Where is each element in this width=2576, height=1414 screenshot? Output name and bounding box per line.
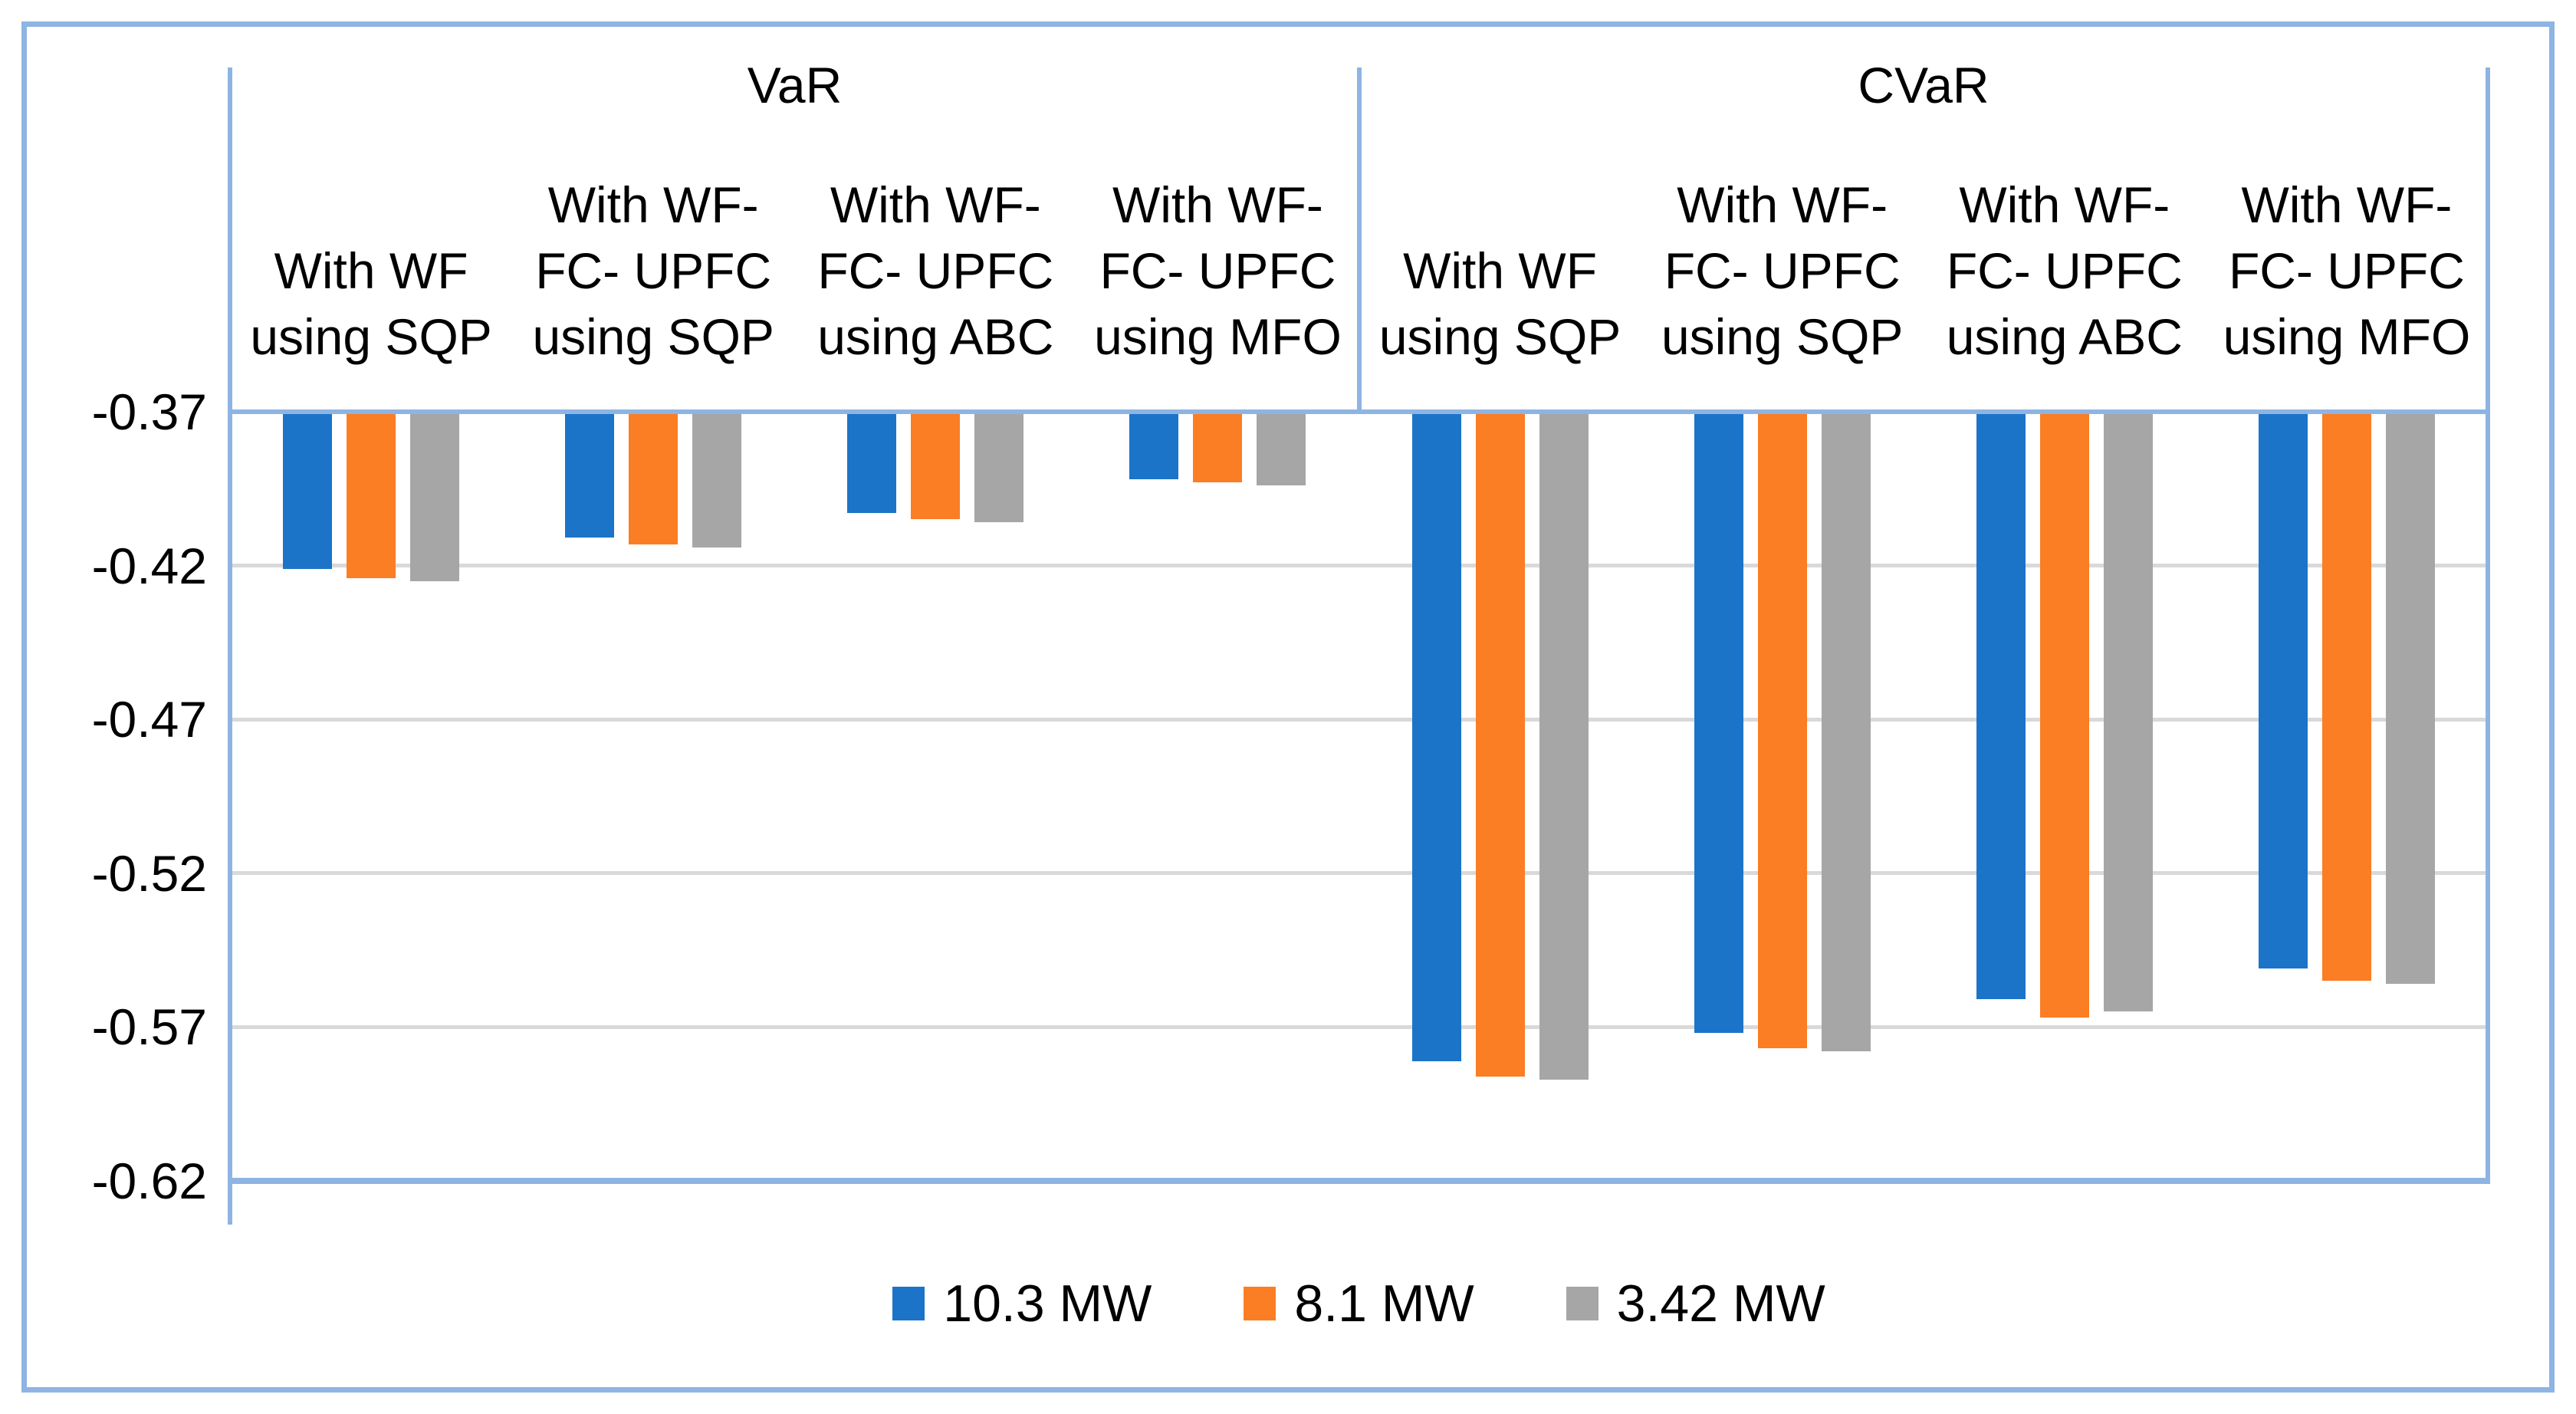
bar-3-42-mw-cat1 xyxy=(410,412,460,581)
category-label-line: using MFO xyxy=(1094,308,1342,365)
legend-label: 3.42 MW xyxy=(1616,1274,1825,1333)
legend-item: 8.1 MW xyxy=(1244,1267,1474,1340)
plot-right-line xyxy=(2486,67,2490,1184)
legend-item: 3.42 MW xyxy=(1566,1267,1825,1340)
category-label: With WF- FC- UPFC using MFO xyxy=(1076,67,1359,412)
legend-label: 8.1 MW xyxy=(1294,1274,1474,1333)
bar-10-3-mw-cat3 xyxy=(847,412,897,514)
category-label-line: FC- UPFC xyxy=(2228,242,2465,299)
category-label-line: FC- UPFC xyxy=(1099,242,1336,299)
bar-3-42-mw-cat8 xyxy=(2385,412,2435,985)
baseline-axis xyxy=(230,409,2488,414)
category-label-line: using SQP xyxy=(250,308,492,365)
bar-10-3-mw-cat7 xyxy=(1976,412,2026,1000)
category-label-line: using ABC xyxy=(817,308,1054,365)
bar-3-42-mw-cat6 xyxy=(1821,412,1871,1052)
category-label-line: With WF- xyxy=(547,176,759,233)
bar-10-3-mw-cat1 xyxy=(283,412,333,569)
category-label: With WF using SQP xyxy=(1359,67,1641,412)
y-axis-line xyxy=(228,67,232,1225)
bar-8-1-mw-cat8 xyxy=(2321,412,2371,982)
category-label: With WF- FC- UPFC using ABC xyxy=(794,67,1076,412)
group-header-cvar: CVaR xyxy=(1858,57,1990,113)
category-label-line: using SQP xyxy=(1378,308,1622,365)
category-label-line: With WF- xyxy=(2241,176,2453,233)
y-tick-label: -0.37 xyxy=(91,383,207,440)
group-header-var: VaR xyxy=(747,57,843,113)
category-label: With WF using SQP xyxy=(230,67,512,412)
gridline xyxy=(230,564,2488,568)
bar-10-3-mw-cat8 xyxy=(2258,412,2308,969)
bar-3-42-mw-cat3 xyxy=(974,412,1024,523)
category-label-line: With WF xyxy=(1403,242,1598,299)
plot-bottom-line xyxy=(230,1178,2488,1184)
category-label: With WF- FC- UPFC using SQP xyxy=(512,67,794,412)
bar-8-1-mw-cat3 xyxy=(911,412,961,520)
category-label: With WF- FC- UPFC using SQP xyxy=(1641,67,1924,412)
bar-3-42-mw-cat4 xyxy=(1257,412,1306,486)
legend-label: 10.3 MW xyxy=(943,1274,1152,1333)
legend-swatch xyxy=(892,1287,925,1320)
category-label-line: FC- UPFC xyxy=(1946,242,2183,299)
category-label-line: With WF xyxy=(274,242,468,299)
category-label-line: With WF- xyxy=(1677,176,1888,233)
group-divider-line xyxy=(1356,67,1362,412)
bar-10-3-mw-cat4 xyxy=(1129,412,1179,480)
legend-swatch xyxy=(1566,1287,1598,1320)
y-tick-label: -0.47 xyxy=(91,691,207,748)
category-label-line: using ABC xyxy=(1946,308,2183,365)
bar-8-1-mw-cat7 xyxy=(2039,412,2089,1018)
legend-swatch xyxy=(1244,1287,1276,1320)
category-label-line: using MFO xyxy=(2223,308,2471,365)
category-label-line: With WF- xyxy=(1112,176,1323,233)
y-tick-label: -0.62 xyxy=(91,1153,207,1209)
bar-8-1-mw-cat6 xyxy=(1757,412,1807,1049)
bar-3-42-mw-cat5 xyxy=(1539,412,1589,1080)
gridline xyxy=(230,871,2488,876)
bar-3-42-mw-cat7 xyxy=(2103,412,2153,1012)
category-label-line: FC- UPFC xyxy=(535,242,772,299)
chart-outer-border xyxy=(21,21,2555,1393)
category-label-line: FC- UPFC xyxy=(817,242,1054,299)
gridline xyxy=(230,717,2488,722)
category-label-line: With WF- xyxy=(1959,176,2170,233)
category-label-line: FC- UPFC xyxy=(1664,242,1901,299)
category-label: With WF- FC- UPFC using MFO xyxy=(2206,67,2488,412)
bar-8-1-mw-cat2 xyxy=(629,412,678,544)
category-label-line: With WF- xyxy=(830,176,1041,233)
category-label: With WF- FC- UPFC using ABC xyxy=(1924,67,2206,412)
y-tick-label: -0.57 xyxy=(91,998,207,1056)
y-tick-label: -0.42 xyxy=(91,537,207,594)
legend-item: 10.3 MW xyxy=(892,1267,1152,1340)
y-tick-label: -0.52 xyxy=(91,844,207,902)
bar-8-1-mw-cat5 xyxy=(1475,412,1525,1077)
legend: 10.3 MW 8.1 MW 3.42 MW xyxy=(230,1267,2488,1340)
category-label-line: using SQP xyxy=(532,308,774,365)
bar-8-1-mw-cat1 xyxy=(347,412,396,578)
bar-8-1-mw-cat4 xyxy=(1193,412,1243,483)
bar-3-42-mw-cat2 xyxy=(692,412,742,548)
bar-10-3-mw-cat2 xyxy=(565,412,615,538)
gridline xyxy=(230,1024,2488,1029)
category-label-line: using SQP xyxy=(1661,308,1904,365)
bar-10-3-mw-cat5 xyxy=(1411,412,1461,1061)
bar-10-3-mw-cat6 xyxy=(1694,412,1743,1034)
